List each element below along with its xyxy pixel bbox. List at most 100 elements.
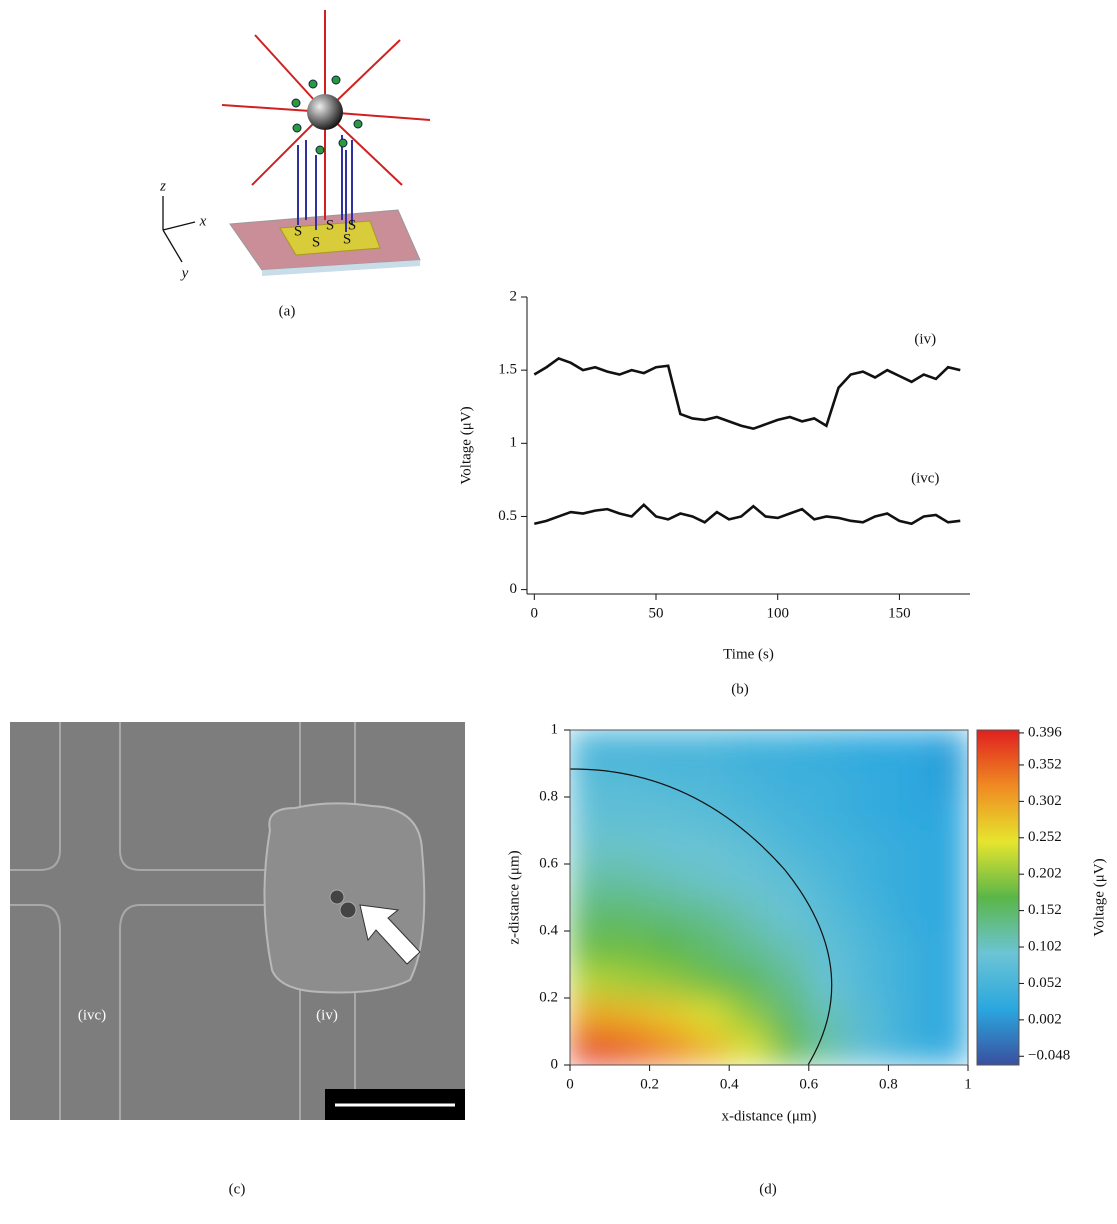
heat-cell xyxy=(848,1031,889,1066)
heat-cell xyxy=(649,797,690,832)
heat-cell xyxy=(649,931,690,966)
panel-label: (b) xyxy=(731,681,749,697)
heat-cell xyxy=(808,864,849,899)
x-tick-label: 0 xyxy=(531,605,539,621)
heat-cell xyxy=(888,1031,929,1066)
panel-label: (c) xyxy=(229,1181,246,1197)
x-tick-label: 1 xyxy=(964,1076,972,1092)
heat-cell xyxy=(928,964,969,999)
heat-cell xyxy=(888,931,929,966)
heat-cell xyxy=(808,797,849,832)
panel-label: (a) xyxy=(279,303,296,319)
colorbar-tick-label: 0.352 xyxy=(1028,756,1062,772)
heat-cell xyxy=(848,797,889,832)
heat-cell xyxy=(888,864,929,899)
heat-cell xyxy=(570,830,611,865)
heat-cell xyxy=(729,797,770,832)
heat-cell xyxy=(928,797,969,832)
heat-cell xyxy=(928,763,969,798)
colorbar xyxy=(977,730,1019,1065)
heat-cell xyxy=(729,964,770,999)
heat-cell xyxy=(609,897,650,932)
heat-cell xyxy=(848,763,889,798)
schematic: z x y S S S S S xyxy=(159,10,430,281)
heat-cell xyxy=(848,864,889,899)
heat-cell xyxy=(649,897,690,932)
colorbar-tick-label: −0.048 xyxy=(1028,1048,1070,1064)
y-tick-label: 1 xyxy=(551,721,559,737)
heat-cell xyxy=(848,730,889,765)
x-tick-label: 100 xyxy=(766,605,789,621)
axis-label: z xyxy=(159,178,166,194)
heat-cell xyxy=(848,998,889,1033)
heat-cell xyxy=(848,830,889,865)
heat-cell xyxy=(888,830,929,865)
heatmap-cells xyxy=(570,730,969,1066)
x-tick-label: 0.8 xyxy=(879,1076,898,1092)
heat-cell xyxy=(888,763,929,798)
heat-cell xyxy=(570,730,611,765)
data-line xyxy=(534,505,960,524)
thiol-label: S xyxy=(343,231,351,247)
heat-cell xyxy=(769,864,810,899)
x-axis-label: Time (s) xyxy=(723,646,774,662)
colorbar-tick-label: 0.052 xyxy=(1028,975,1062,991)
heat-cell xyxy=(609,763,650,798)
heat-cell xyxy=(928,1031,969,1066)
heat-cell xyxy=(570,763,611,798)
heat-cell xyxy=(928,931,969,966)
heat-cell xyxy=(649,964,690,999)
heat-cell xyxy=(729,763,770,798)
heat-cell xyxy=(808,931,849,966)
y-tick-label: 1.5 xyxy=(498,362,517,378)
heat-cell xyxy=(609,964,650,999)
heat-cell xyxy=(769,964,810,999)
heat-cell xyxy=(729,864,770,899)
colorbar-tick-label: 0.396 xyxy=(1028,724,1062,740)
heat-cell xyxy=(729,998,770,1033)
data-line xyxy=(534,358,960,428)
heat-cell xyxy=(808,964,849,999)
heat-cell xyxy=(609,797,650,832)
axis-label: y xyxy=(180,265,189,281)
heat-cell xyxy=(888,797,929,832)
heat-cell xyxy=(769,931,810,966)
heat-cell xyxy=(609,730,650,765)
heat-cell xyxy=(888,998,929,1033)
heat-cell xyxy=(689,998,730,1033)
heat-cell xyxy=(570,897,611,932)
thiol-label: S xyxy=(312,234,320,250)
y-axis-label: z-distance (μm) xyxy=(506,850,522,944)
y-tick-label: 0 xyxy=(551,1056,559,1072)
y-tick-label: 0.5 xyxy=(498,508,517,524)
heat-cell xyxy=(570,1031,611,1066)
heat-cell xyxy=(848,931,889,966)
colorbar-tick-label: 0.152 xyxy=(1028,902,1062,918)
x-tick-label: 0.6 xyxy=(799,1076,818,1092)
thiol-label: S xyxy=(326,217,334,233)
heat-cell xyxy=(649,830,690,865)
heat-cell xyxy=(570,864,611,899)
heat-cell xyxy=(570,931,611,966)
x-tick-label: 0.4 xyxy=(720,1076,739,1092)
heat-cell xyxy=(769,797,810,832)
heat-cell xyxy=(609,1031,650,1066)
heat-cell xyxy=(649,864,690,899)
heat-cell xyxy=(928,730,969,765)
heat-cell xyxy=(928,897,969,932)
x-axis-label: x-distance (μm) xyxy=(721,1108,816,1124)
y-tick-label: 2 xyxy=(510,288,518,304)
heat-cell xyxy=(729,730,770,765)
figure: z x y S S S S S (a) (b) (c) (d) (ivc) (i… xyxy=(0,0,1117,1224)
heat-cell xyxy=(928,830,969,865)
y-tick-label: 0 xyxy=(510,581,518,597)
heat-cell xyxy=(808,1031,849,1066)
y-tick-label: 0.4 xyxy=(539,922,558,938)
panel-label: (d) xyxy=(759,1181,777,1197)
heat-cell xyxy=(649,998,690,1033)
heat-cell xyxy=(649,730,690,765)
heat-cell xyxy=(689,797,730,832)
colorbar-tick-label: 0.252 xyxy=(1028,829,1062,845)
electrode-label: (ivc) xyxy=(78,1007,106,1023)
colorbar-tick-label: 0.302 xyxy=(1028,793,1062,809)
